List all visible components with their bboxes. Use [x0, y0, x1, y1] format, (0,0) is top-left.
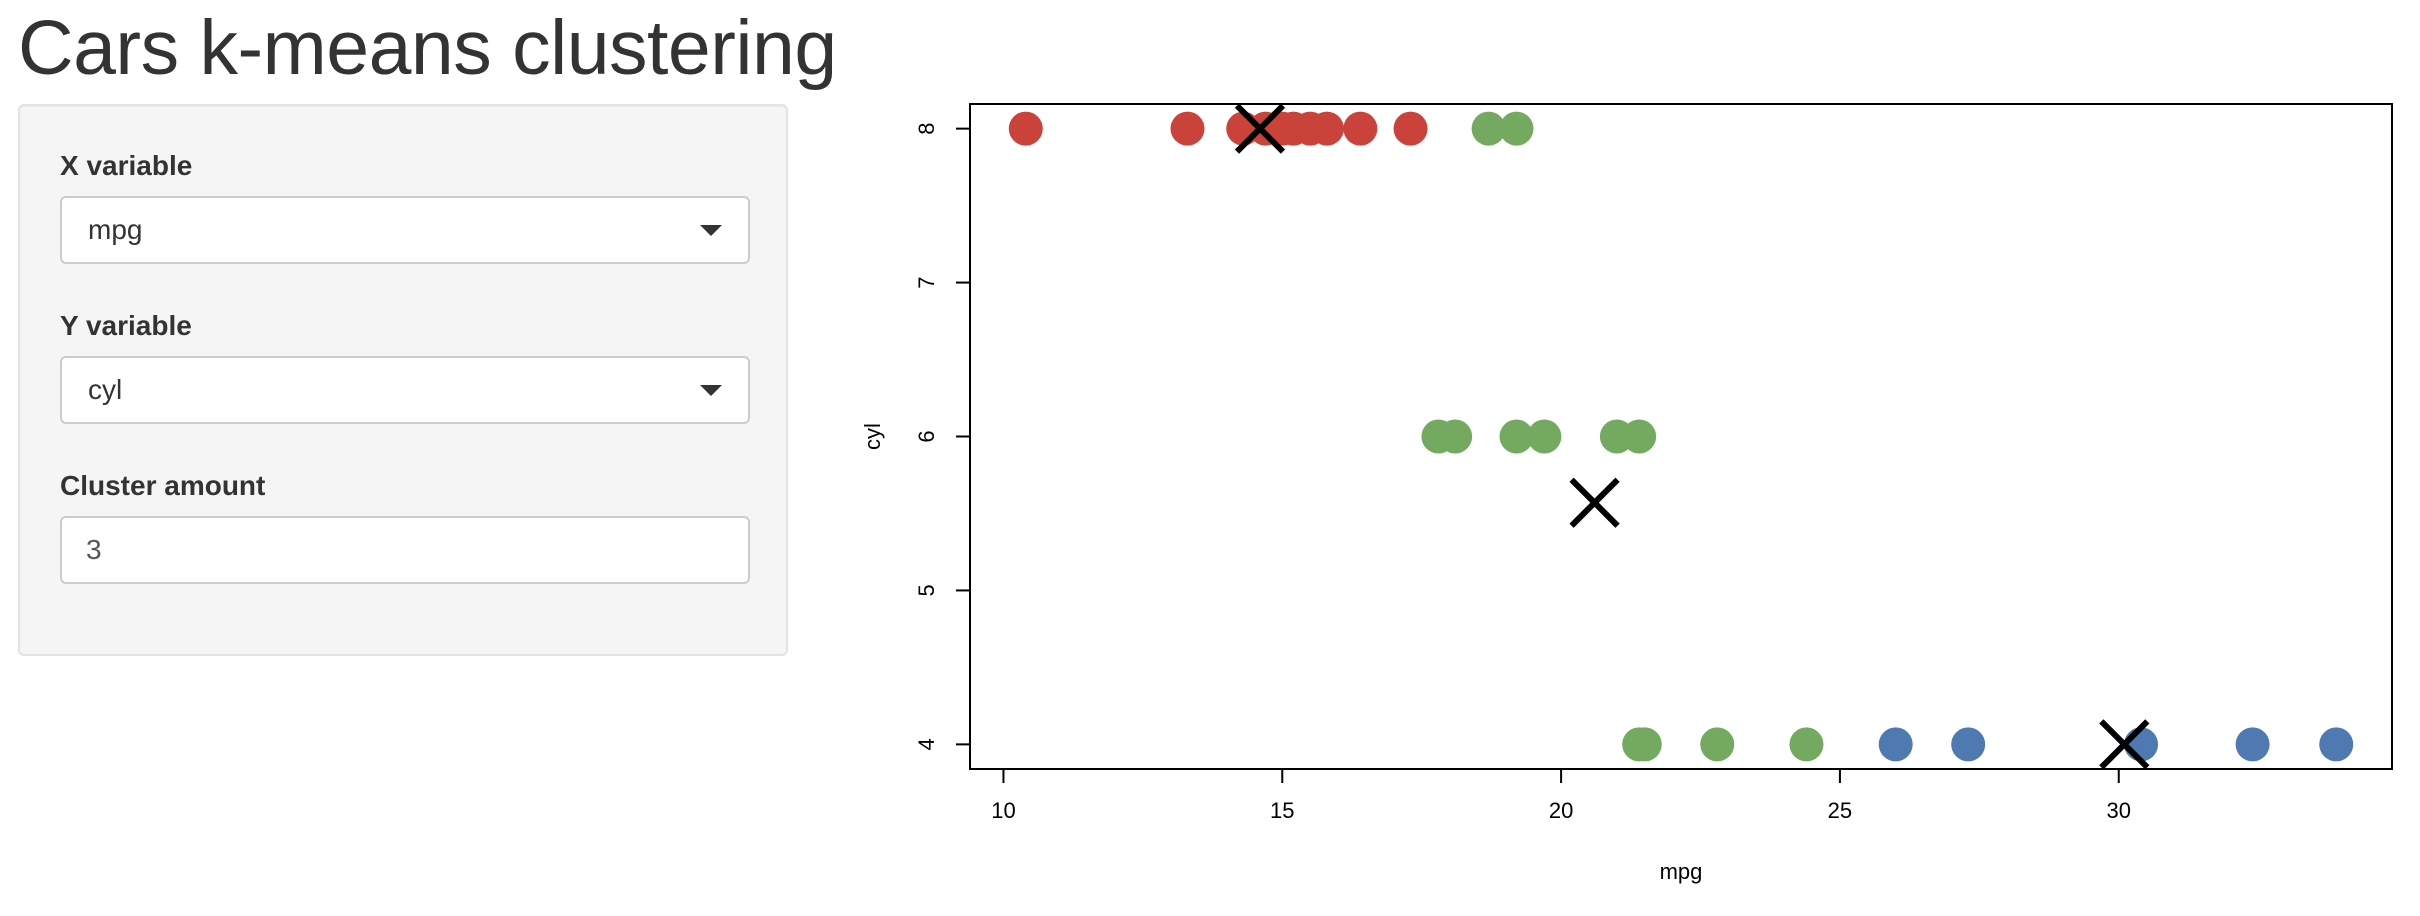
- caret-down-icon: [700, 384, 722, 396]
- data-point: [2319, 727, 2354, 762]
- y-variable-value: cyl: [88, 374, 123, 405]
- cluster-amount-label: Cluster amount: [60, 470, 266, 501]
- x-variable-value: mpg: [88, 214, 143, 245]
- y-variable-label: Y variable: [60, 310, 192, 341]
- data-point: [1309, 111, 1344, 146]
- center-stroke: [1569, 477, 1620, 528]
- data-point: [1700, 727, 1735, 762]
- x-variable-label: X variable: [60, 150, 193, 181]
- x-tick-label: 20: [1549, 798, 1573, 823]
- data-point: [1878, 727, 1913, 762]
- scatter-plot-svg: 10 15 20 25 30 4 5 6 7 8 mpg cyl: [860, 103, 2393, 884]
- center-stroke: [1234, 103, 1286, 154]
- y-axis-title: cyl: [860, 423, 885, 450]
- data-point: [1951, 727, 1986, 762]
- caret-down-icon: [700, 224, 722, 236]
- y-tick-label: 7: [914, 276, 939, 288]
- data-point: [1393, 111, 1428, 146]
- data-point: [1471, 111, 1506, 146]
- center-stroke: [2099, 719, 2150, 770]
- y-tick-label: 4: [914, 738, 939, 750]
- data-point: [1438, 419, 1473, 454]
- cluster-amount-input[interactable]: [60, 516, 750, 584]
- cluster-center-marker: [1234, 103, 1286, 154]
- x-tick-label: 10: [991, 798, 1015, 823]
- sidebar-panel: X variable mpg Y variable cyl Cluster am…: [18, 104, 788, 656]
- cluster-centers: [1234, 103, 2150, 770]
- x-tick-label: 15: [1270, 798, 1294, 823]
- data-point: [1499, 111, 1534, 146]
- y-tick-label: 6: [914, 430, 939, 442]
- x-tick-label: 25: [1828, 798, 1852, 823]
- data-points: [1008, 111, 2354, 762]
- scatter-plot: 10 15 20 25 30 4 5 6 7 8 mpg cyl: [830, 96, 2420, 916]
- page-title: Cars k-means clustering: [18, 5, 837, 91]
- data-point: [1622, 419, 1657, 454]
- data-point: [1627, 727, 1662, 762]
- data-point: [1170, 111, 1205, 146]
- data-point: [1527, 419, 1562, 454]
- x-axis: 10 15 20 25 30: [991, 768, 2131, 823]
- x-variable-select[interactable]: mpg: [60, 196, 750, 264]
- data-point: [2124, 727, 2159, 762]
- data-point: [1343, 111, 1378, 146]
- data-point: [1789, 727, 1824, 762]
- y-variable-select[interactable]: cyl: [60, 356, 750, 424]
- plot-frame: [969, 103, 2393, 770]
- cluster-center-marker: [1569, 477, 1620, 528]
- cluster-center-marker: [2099, 719, 2150, 770]
- y-tick-label: 8: [914, 123, 939, 135]
- data-point: [1499, 419, 1534, 454]
- x-tick-label: 30: [2107, 798, 2131, 823]
- x-axis-title: mpg: [1660, 859, 1703, 884]
- y-tick-label: 5: [914, 584, 939, 596]
- data-point: [1008, 111, 1043, 146]
- data-point: [2235, 727, 2270, 762]
- y-axis: 4 5 6 7 8: [914, 123, 971, 750]
